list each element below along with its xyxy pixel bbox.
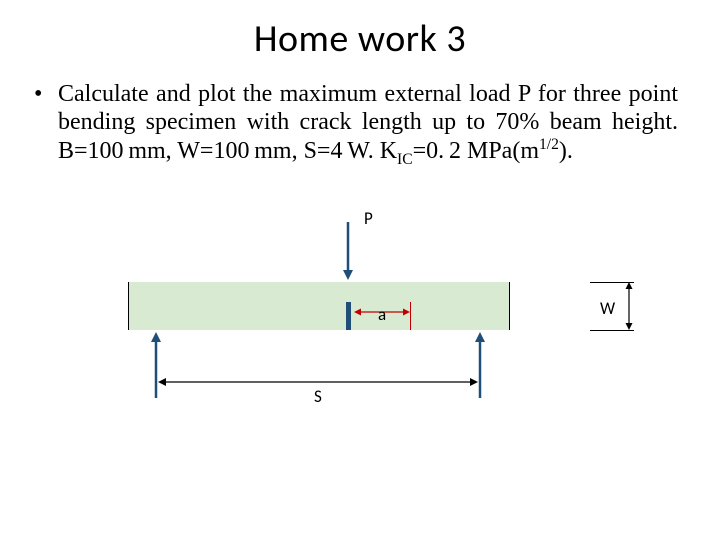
p-label: P: [364, 208, 373, 229]
w-label: W: [600, 298, 615, 319]
w-dimension-icon: [0, 0, 720, 540]
a-label: a: [378, 304, 386, 325]
slide: Home work 3 • Calculate and plot the max…: [0, 0, 720, 540]
bending-diagram: P a S W: [0, 0, 720, 540]
s-label: S: [314, 386, 322, 407]
